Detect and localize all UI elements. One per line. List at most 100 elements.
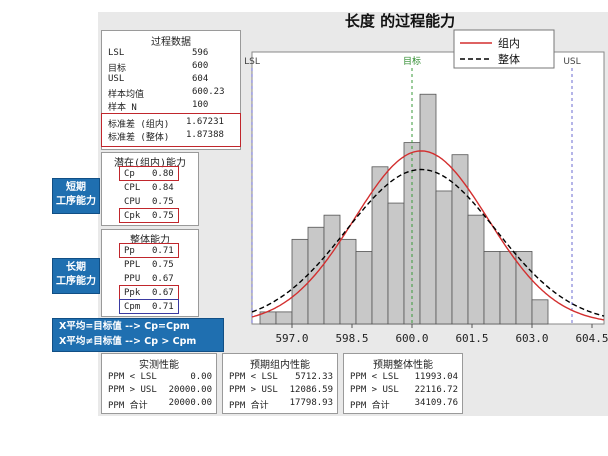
pp-label: Pp xyxy=(124,246,135,256)
histogram-bar-11 xyxy=(435,190,453,325)
perf1-row2-label: PPM 合计 xyxy=(229,401,269,411)
perf2-row1-label: PPM > USL xyxy=(350,385,399,395)
perf2-row0-value: 11993.04 xyxy=(414,372,458,382)
cp-label: Cp xyxy=(124,169,135,179)
x-tick-label-3: 601.5 xyxy=(455,332,488,345)
histogram-bar-17 xyxy=(531,299,549,325)
formula-callout: X平均=目标值 --> Cp=Cpm X平均≠目标值 --> Cp > Cpm xyxy=(52,318,224,352)
x-tick-label-4: 603.0 xyxy=(515,332,548,345)
histogram-bar-13 xyxy=(467,214,485,325)
formula-line-1: X平均=目标值 --> Cp=Cpm xyxy=(59,321,190,332)
cpk-label: Cpk xyxy=(124,211,141,221)
ppk-label: Ppk xyxy=(124,288,141,298)
perf0-row0-value: 0.00 xyxy=(190,372,212,382)
process-data-box: 过程数据 LSL 596 目标 600 USL 604 样本均值 600.23 … xyxy=(101,30,241,150)
perf0-row2-value: 20000.00 xyxy=(168,398,212,408)
histogram-bar-6 xyxy=(355,251,373,325)
cpu-value: 0.75 xyxy=(152,197,174,207)
pd-val-lsl: 596 xyxy=(192,48,209,58)
potential-capability-box: 潜在(组内)能力 Cp 0.80 CPL 0.84 CPU 0.75 Cpk 0… xyxy=(101,152,199,226)
chart-title: 长度 的过程能力 xyxy=(344,12,456,30)
curve-within xyxy=(251,150,605,321)
legend-label-1: 整体 xyxy=(498,52,520,66)
cp-value: 0.80 xyxy=(152,169,174,179)
cpl-label: CPL xyxy=(124,183,141,193)
cpl-value: 0.84 xyxy=(152,183,174,193)
histogram-bar-5 xyxy=(339,238,357,325)
pd-row-mean: 样本均值 xyxy=(108,90,145,100)
perf1-row1-label: PPM > USL xyxy=(229,385,278,395)
perf1-row0-label: PPM < LSL xyxy=(229,372,278,382)
ppu-value: 0.67 xyxy=(152,274,174,284)
expected-within-performance-box: 预期组内性能 PPM < LSL 5712.33 PPM > USL 12086… xyxy=(222,353,338,414)
histogram-bar-4 xyxy=(323,214,341,325)
perf1-row2-value: 17798.93 xyxy=(289,398,333,408)
long-term-callout: 长期 工序能力 xyxy=(52,258,100,294)
reference-label-0: LSL xyxy=(244,57,260,67)
pd-row-sd-within: 标准差 (组内) xyxy=(108,120,170,130)
x-tick-label-1: 598.5 xyxy=(335,332,368,345)
x-tick-label-2: 600.0 xyxy=(395,332,428,345)
pd-val-usl: 604 xyxy=(192,74,209,84)
perf-header-0: 实测性能 xyxy=(139,360,179,371)
reference-label-2: USL xyxy=(563,57,580,67)
ppk-value: 0.67 xyxy=(152,288,174,298)
observed-performance-box: 实测性能 PPM < LSL 0.00 PPM > USL 20000.00 P… xyxy=(101,353,217,414)
cp-highlight-frame xyxy=(119,166,179,181)
perf2-row0-label: PPM < LSL xyxy=(350,372,399,382)
histogram-bar-8 xyxy=(387,202,405,325)
perf0-row1-value: 20000.00 xyxy=(168,385,212,395)
pd-val-sd-within: 1.67231 xyxy=(186,117,224,127)
ppu-label: PPU xyxy=(124,274,141,284)
cpm-highlight-frame xyxy=(119,299,179,314)
perf0-row0-label: PPM < LSL xyxy=(108,372,157,382)
histogram-bar-10 xyxy=(419,93,437,325)
perf-header-1: 预期组内性能 xyxy=(250,360,310,371)
pd-row-target: 目标 xyxy=(108,64,127,74)
perf0-row1-label: PPM > USL xyxy=(108,385,157,395)
pd-row-lsl: LSL xyxy=(108,48,125,58)
potential-header: 潜在(组内)能力 xyxy=(113,158,187,169)
x-tick-label-5: 604.5 xyxy=(575,332,608,345)
cpm-label: Cpm xyxy=(124,302,141,312)
pp-value: 0.71 xyxy=(152,246,174,256)
perf2-row2-value: 34109.76 xyxy=(414,398,458,408)
cpu-label: CPU xyxy=(124,197,141,207)
perf1-row1-value: 12086.59 xyxy=(289,385,333,395)
legend-box xyxy=(453,29,555,69)
expected-overall-performance-box: 预期整体性能 PPM < LSL 11993.04 PPM > USL 2211… xyxy=(343,353,463,414)
pd-val-sd-overall: 1.87388 xyxy=(186,130,224,140)
histogram-bar-12 xyxy=(451,154,469,325)
reference-label-1: 目标 xyxy=(403,55,421,67)
cpk-highlight-frame xyxy=(119,208,179,223)
cpm-value: 0.71 xyxy=(152,302,174,312)
perf2-row2-label: PPM 合计 xyxy=(350,401,390,411)
perf1-row0-value: 5712.33 xyxy=(295,372,333,382)
histogram-bar-16 xyxy=(515,251,533,325)
short-term-callout: 短期 工序能力 xyxy=(52,178,100,214)
histogram-bar-1 xyxy=(275,311,293,325)
pd-row-sd-overall: 标准差 (整体) xyxy=(108,133,170,143)
perf-header-2: 预期整体性能 xyxy=(373,360,433,371)
pd-val-n: 100 xyxy=(192,100,209,110)
formula-line-2: X平均≠目标值 --> Cp > Cpm xyxy=(59,336,197,347)
ppl-value: 0.75 xyxy=(152,260,174,270)
x-tick-label-0: 597.0 xyxy=(275,332,308,345)
histogram-bar-3 xyxy=(307,226,325,325)
pp-highlight-frame xyxy=(119,243,179,258)
pd-val-target: 600 xyxy=(192,61,209,71)
pd-row-usl: USL xyxy=(108,74,125,84)
pd-val-mean: 600.23 xyxy=(192,87,225,97)
sd-highlight-frame xyxy=(101,113,241,147)
process-data-header: 过程数据 xyxy=(151,37,191,48)
legend-label-0: 组内 xyxy=(498,36,520,50)
histogram-bar-14 xyxy=(483,251,501,325)
overall-header: 整体能力 xyxy=(130,235,170,246)
pd-row-n: 样本 N xyxy=(108,103,137,113)
histogram-bar-15 xyxy=(499,251,517,325)
perf2-row1-value: 22116.72 xyxy=(414,385,458,395)
perf0-row2-label: PPM 合计 xyxy=(108,401,148,411)
curve-overall xyxy=(251,168,605,317)
ppl-label: PPL xyxy=(124,260,141,270)
